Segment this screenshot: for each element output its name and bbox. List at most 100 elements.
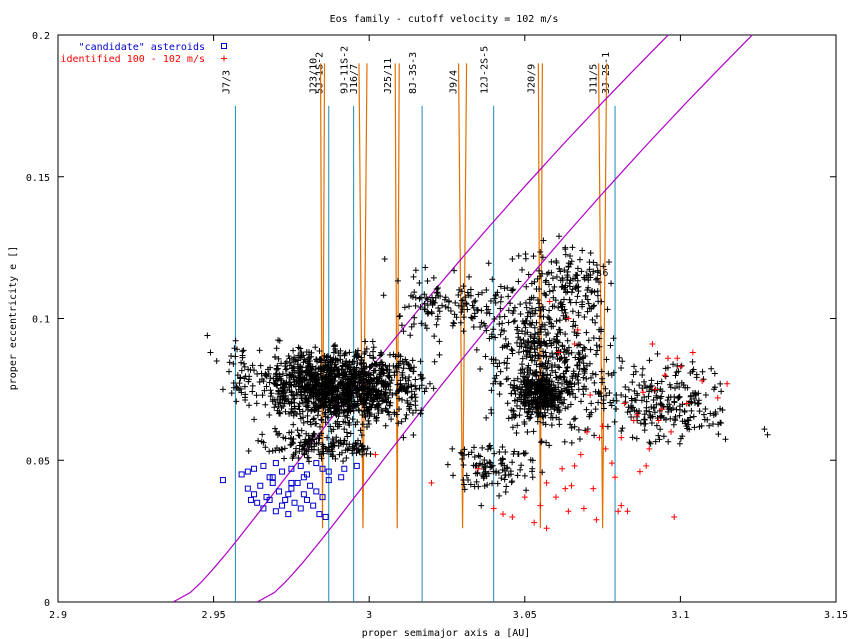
- family-point: [335, 442, 342, 449]
- family-point: [416, 295, 423, 302]
- family-point: [296, 448, 303, 455]
- family-point: [464, 289, 471, 296]
- family-point: [317, 423, 324, 430]
- identified-point: [599, 423, 606, 430]
- family-point: [559, 303, 566, 310]
- family-point: [332, 377, 339, 384]
- family-point: [366, 421, 373, 428]
- identified-point: [652, 386, 659, 393]
- family-point: [403, 380, 410, 387]
- family-point: [423, 385, 430, 392]
- family-point: [288, 429, 295, 436]
- family-point: [267, 393, 274, 400]
- family-point: [330, 409, 337, 416]
- family-point: [654, 415, 661, 422]
- family-point: [399, 358, 406, 365]
- family-point: [471, 313, 478, 320]
- family-point: [628, 413, 635, 420]
- family-point: [579, 247, 586, 254]
- family-point: [486, 459, 493, 466]
- family-point: [570, 416, 577, 423]
- candidate-point: [238, 471, 245, 478]
- candidate-point: [269, 474, 276, 481]
- family-point: [315, 435, 322, 442]
- family-point: [367, 451, 374, 458]
- family-point: [279, 370, 286, 377]
- family-point: [556, 416, 563, 423]
- family-point: [693, 371, 700, 378]
- family-point: [345, 445, 352, 452]
- family-point: [517, 311, 524, 318]
- family-point: [456, 286, 463, 293]
- family-point: [411, 314, 418, 321]
- family-point: [589, 370, 596, 377]
- family-point: [249, 388, 256, 395]
- family-point: [451, 267, 458, 274]
- family-point: [509, 459, 516, 466]
- identified-point: [500, 511, 507, 518]
- family-point: [306, 360, 313, 367]
- family-point: [274, 432, 281, 439]
- family-point: [496, 320, 503, 327]
- family-point: [494, 363, 501, 370]
- family-point: [631, 396, 638, 403]
- family-point: [288, 405, 295, 412]
- family-point: [354, 446, 361, 453]
- candidate-point: [244, 485, 251, 492]
- family-point: [383, 406, 390, 413]
- family-point: [278, 390, 285, 397]
- family-point: [517, 466, 524, 473]
- family-point: [342, 447, 349, 454]
- family-point: [286, 386, 293, 393]
- family-point: [306, 436, 313, 443]
- family-point: [671, 416, 678, 423]
- legend: "candidate" asteroids identified 100 - 1…: [61, 42, 227, 65]
- family-point: [397, 380, 404, 387]
- family-point: [527, 385, 534, 392]
- family-point: [395, 420, 402, 427]
- family-point: [646, 357, 653, 364]
- family-point: [520, 337, 527, 344]
- family-point: [313, 357, 320, 364]
- candidate-point: [247, 496, 254, 503]
- family-point: [352, 378, 359, 385]
- family-point: [542, 340, 549, 347]
- family-point: [272, 425, 279, 432]
- family-point: [578, 268, 585, 275]
- family-point: [606, 389, 613, 396]
- family-point: [241, 383, 248, 390]
- family-point: [618, 364, 625, 371]
- family-point: [536, 267, 543, 274]
- family-point: [436, 351, 443, 358]
- family-point: [712, 411, 719, 418]
- family-point: [561, 267, 568, 274]
- family-point: [358, 443, 365, 450]
- family-point: [353, 450, 360, 457]
- family-point: [320, 450, 327, 457]
- family-point: [355, 386, 362, 393]
- y-tick-label: 0: [44, 598, 50, 609]
- family-point: [535, 411, 542, 418]
- family-point: [266, 412, 273, 419]
- resonance-label: J7/3: [221, 70, 232, 94]
- family-point: [321, 401, 328, 408]
- family-point: [496, 391, 503, 398]
- family-point: [490, 326, 497, 333]
- family-point: [275, 355, 282, 362]
- family-point: [562, 284, 569, 291]
- family-point: [515, 252, 522, 259]
- family-point: [546, 307, 553, 314]
- family-point: [511, 377, 518, 384]
- family-point: [587, 374, 594, 381]
- candidate-point: [288, 485, 295, 492]
- family-point: [295, 386, 302, 393]
- family-point: [583, 362, 590, 369]
- family-point: [660, 415, 667, 422]
- family-point: [331, 343, 338, 350]
- family-point: [503, 376, 510, 383]
- family-point: [305, 432, 312, 439]
- family-point: [491, 315, 498, 322]
- family-point: [337, 379, 344, 386]
- identified-point: [531, 519, 538, 526]
- family-point: [569, 244, 576, 251]
